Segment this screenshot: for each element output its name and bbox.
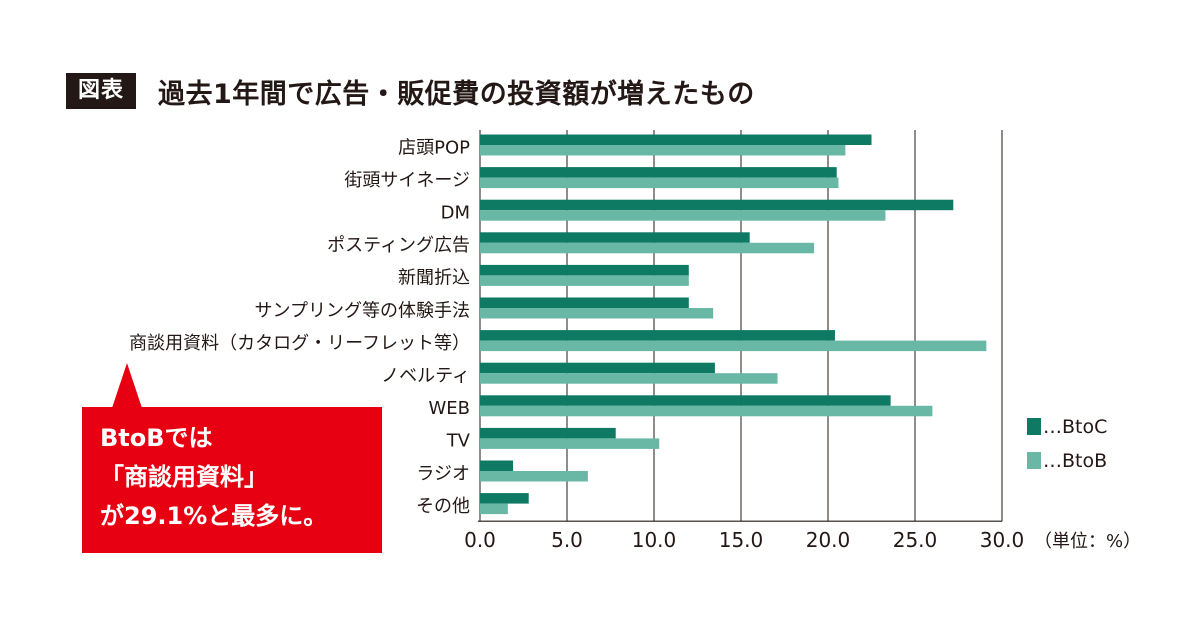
category-label: ノベルティ xyxy=(381,366,470,387)
bar-btob xyxy=(480,145,846,156)
bar-btoc xyxy=(480,264,689,276)
x-tick-label: 15.0 xyxy=(719,528,764,552)
callout-line-1: BtoBでは xyxy=(100,424,213,452)
bar-btoc xyxy=(480,493,529,504)
bar-btoc xyxy=(480,232,750,243)
category-label: その他 xyxy=(416,496,470,517)
bar-btob xyxy=(480,503,508,515)
x-tick-label: 25.0 xyxy=(893,528,938,552)
bar-btob xyxy=(480,275,689,286)
category-label: サンプリング等の体験手法 xyxy=(255,300,470,321)
bar-btob xyxy=(480,242,815,254)
category-label: 商談用資料（カタログ・リーフレット等） xyxy=(129,333,470,354)
x-tick-label: 30.0 xyxy=(980,528,1025,552)
category-label: DM xyxy=(441,203,470,224)
x-tick-label: 0.0 xyxy=(464,528,496,552)
bar-btoc xyxy=(480,167,837,178)
category-label: WEB xyxy=(428,398,470,419)
legend-label: …BtoC xyxy=(1043,416,1107,438)
bar-btob xyxy=(480,438,660,449)
bar-btob xyxy=(480,340,987,352)
category-label: 新聞折込 xyxy=(398,268,470,289)
bar-btoc xyxy=(480,134,872,145)
legend-swatch xyxy=(1027,452,1041,469)
legend-swatch xyxy=(1027,418,1041,435)
bar-btob xyxy=(480,308,714,319)
category-label: TV xyxy=(446,431,471,452)
callout-pointer xyxy=(112,363,142,408)
bar-btoc xyxy=(480,362,715,374)
bar-btob xyxy=(480,177,839,189)
bar-btoc xyxy=(480,427,616,439)
bar-btob xyxy=(480,471,588,482)
callout-line-2: 「商談用資料」 xyxy=(100,463,268,491)
x-tick-label: 5.0 xyxy=(551,528,583,552)
bar-btob xyxy=(480,210,886,221)
callout-box: BtoBでは 「商談用資料」 が29.1%と最多に。 xyxy=(82,407,382,553)
category-label: ラジオ xyxy=(416,463,470,484)
bar-btob xyxy=(480,373,778,384)
bar-btoc xyxy=(480,199,954,211)
bar-btob xyxy=(480,405,933,417)
bar-btoc xyxy=(480,297,689,308)
bar-btoc xyxy=(480,330,835,341)
category-label: ポスティング広告 xyxy=(327,235,470,256)
legend-label: …BtoB xyxy=(1043,450,1107,472)
chart-title: 過去1年間で広告・販促費の投資額が増えたもの xyxy=(158,78,755,110)
category-label: 店頭POP xyxy=(398,137,470,158)
category-label: 街頭サイネージ xyxy=(344,170,470,191)
bar-btoc xyxy=(480,395,891,406)
figure-badge: 図表 xyxy=(66,73,137,109)
bar-btoc xyxy=(480,460,514,471)
chart-header: 図表 過去1年間で広告・販促費の投資額が増えたもの xyxy=(66,70,755,112)
x-tick-label: 10.0 xyxy=(632,528,677,552)
unit-label: （単位：%） xyxy=(1034,531,1141,552)
x-tick-label: 20.0 xyxy=(806,528,851,552)
callout-line-3: が29.1%と最多に。 xyxy=(100,502,328,530)
